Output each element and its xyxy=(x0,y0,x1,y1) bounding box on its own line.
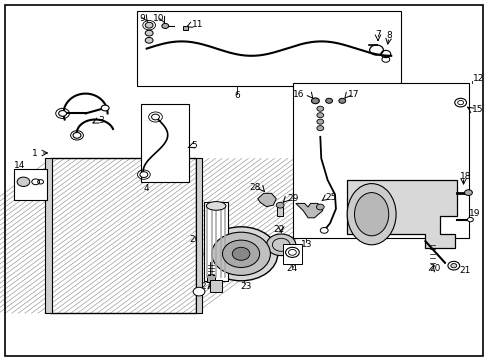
Text: 23: 23 xyxy=(240,282,251,291)
Circle shape xyxy=(311,98,319,104)
Circle shape xyxy=(467,217,472,222)
Circle shape xyxy=(450,264,456,268)
Circle shape xyxy=(59,111,66,116)
Circle shape xyxy=(145,37,153,43)
Polygon shape xyxy=(346,180,456,248)
Circle shape xyxy=(73,132,81,138)
Ellipse shape xyxy=(354,193,388,236)
Text: 29: 29 xyxy=(287,194,298,203)
Text: 18: 18 xyxy=(459,172,470,181)
Text: 28: 28 xyxy=(249,183,261,192)
Bar xyxy=(51,158,195,313)
Text: 14: 14 xyxy=(14,161,25,170)
Text: 2: 2 xyxy=(233,229,239,238)
Text: 11: 11 xyxy=(191,20,203,29)
Bar xyxy=(14,169,47,200)
Circle shape xyxy=(145,22,153,28)
Text: 4: 4 xyxy=(143,184,149,193)
Circle shape xyxy=(320,228,327,233)
Circle shape xyxy=(162,23,168,28)
Bar xyxy=(141,104,188,182)
Circle shape xyxy=(316,106,323,111)
Text: 17: 17 xyxy=(347,90,359,99)
Text: 24: 24 xyxy=(286,264,298,274)
Text: 25: 25 xyxy=(325,194,336,202)
Text: 16: 16 xyxy=(292,90,304,99)
Ellipse shape xyxy=(346,184,395,245)
Circle shape xyxy=(232,247,249,260)
Bar xyxy=(183,26,188,30)
Text: 20: 20 xyxy=(428,264,440,273)
Circle shape xyxy=(316,119,323,124)
Bar xyxy=(277,207,283,216)
Circle shape xyxy=(204,227,277,281)
Text: 5: 5 xyxy=(191,141,197,150)
Text: 15: 15 xyxy=(471,105,483,114)
Circle shape xyxy=(140,172,147,177)
Bar xyxy=(210,280,222,292)
Bar xyxy=(207,275,215,282)
Bar xyxy=(137,11,400,86)
Text: 6: 6 xyxy=(234,91,240,100)
Circle shape xyxy=(211,232,270,275)
Circle shape xyxy=(276,202,284,208)
Circle shape xyxy=(193,287,204,296)
Text: 10: 10 xyxy=(152,14,164,23)
Bar xyxy=(293,83,468,238)
Text: 26: 26 xyxy=(188,235,200,244)
Circle shape xyxy=(101,105,109,111)
Text: 21: 21 xyxy=(459,266,470,275)
Circle shape xyxy=(316,113,323,118)
Text: 13: 13 xyxy=(300,240,312,248)
Polygon shape xyxy=(295,203,322,218)
Circle shape xyxy=(325,98,332,103)
Bar xyxy=(195,158,202,313)
Circle shape xyxy=(151,114,159,120)
Text: 27: 27 xyxy=(200,282,212,291)
Bar xyxy=(45,158,52,313)
Circle shape xyxy=(338,98,345,103)
Circle shape xyxy=(316,126,323,131)
Text: 1: 1 xyxy=(32,149,38,158)
Text: 7: 7 xyxy=(374,31,380,40)
Circle shape xyxy=(266,234,295,256)
Bar xyxy=(204,202,227,281)
Circle shape xyxy=(145,30,153,36)
Circle shape xyxy=(222,240,259,267)
Text: 12: 12 xyxy=(472,74,484,83)
Text: 9: 9 xyxy=(139,14,144,23)
Text: 8: 8 xyxy=(386,31,392,40)
Ellipse shape xyxy=(206,202,225,210)
Text: 22: 22 xyxy=(272,225,284,234)
Text: 3: 3 xyxy=(98,116,103,125)
Circle shape xyxy=(17,177,30,186)
Polygon shape xyxy=(257,193,276,207)
Circle shape xyxy=(316,204,324,210)
Bar xyxy=(282,244,302,264)
Circle shape xyxy=(464,190,471,195)
Text: 19: 19 xyxy=(468,208,479,217)
